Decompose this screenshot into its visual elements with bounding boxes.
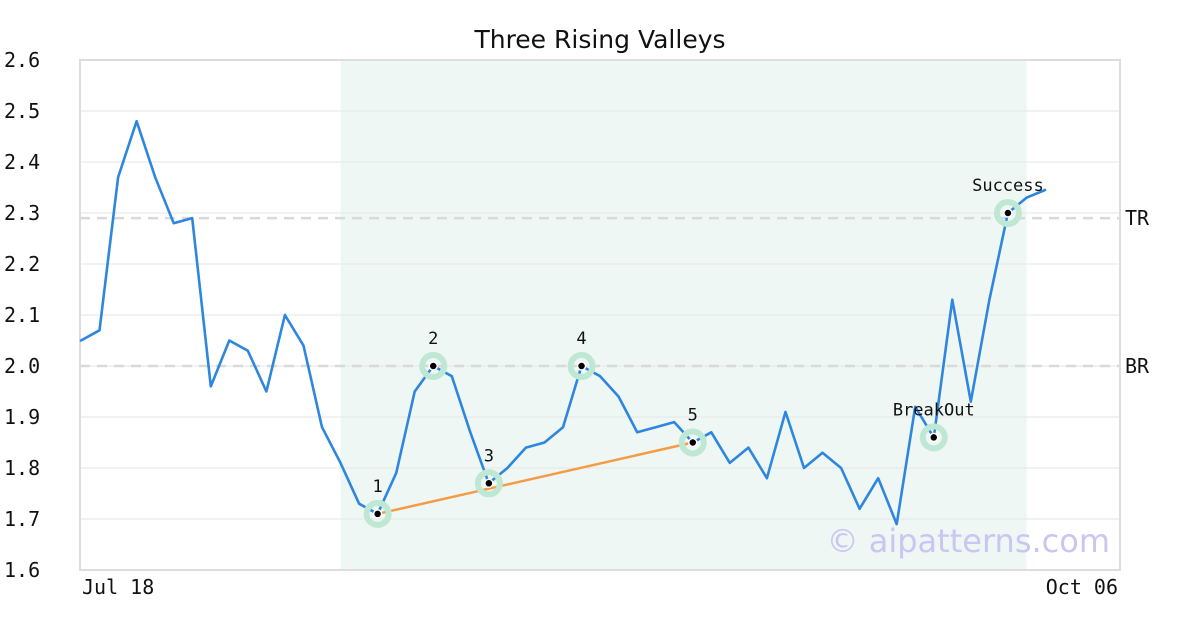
point-halo-2 xyxy=(419,352,448,380)
point-marker-2 xyxy=(428,361,438,371)
point-marker-4 xyxy=(576,361,587,371)
point-marker-1 xyxy=(372,509,383,519)
point-label-1: 1 xyxy=(372,477,382,497)
point-label-2: 2 xyxy=(428,329,438,349)
y-tick-label: 2.6 xyxy=(4,48,40,72)
watermark: © aipatterns.com xyxy=(827,522,1110,560)
plot-frame xyxy=(79,59,1121,571)
point-halo-1 xyxy=(363,499,392,528)
point-halo-success xyxy=(993,199,1022,227)
point-label-success: Success xyxy=(972,176,1044,196)
y-tick-label: 1.9 xyxy=(4,405,40,429)
y-tick-label: 2.5 xyxy=(4,99,40,123)
y-tick-label: 2.0 xyxy=(4,354,40,378)
point-marker-3 xyxy=(484,478,494,489)
point-halo-5 xyxy=(678,428,707,457)
level-label-br: BR xyxy=(1125,354,1150,378)
point-label-5: 5 xyxy=(688,406,698,426)
point-marker-5 xyxy=(688,437,698,448)
y-tick-label: 1.7 xyxy=(4,507,40,531)
point-label-4: 4 xyxy=(576,329,586,349)
point-marker-breakout xyxy=(929,432,939,443)
y-tick-label: 2.1 xyxy=(4,303,40,327)
point-halo-breakout xyxy=(919,423,948,452)
x-start-label: Jul 18 xyxy=(82,575,154,599)
point-label-3: 3 xyxy=(484,446,494,466)
point-label-breakout: BreakOut xyxy=(893,400,975,420)
level-label-tr: TR xyxy=(1125,206,1150,230)
y-tick-label: 1.6 xyxy=(4,558,40,582)
y-tick-label: 2.4 xyxy=(4,150,40,174)
y-tick-label: 1.8 xyxy=(4,456,40,480)
point-marker-success xyxy=(1003,208,1013,218)
x-end-label: Oct 06 xyxy=(1046,575,1118,599)
point-halo-4 xyxy=(567,352,596,380)
point-halo-3 xyxy=(474,469,503,498)
valley-trendline xyxy=(377,441,694,516)
y-tick-label: 2.2 xyxy=(4,252,40,276)
chart-title: Three Rising Valleys xyxy=(473,25,725,54)
y-tick-label: 2.3 xyxy=(4,201,40,225)
price-line xyxy=(79,119,1047,526)
